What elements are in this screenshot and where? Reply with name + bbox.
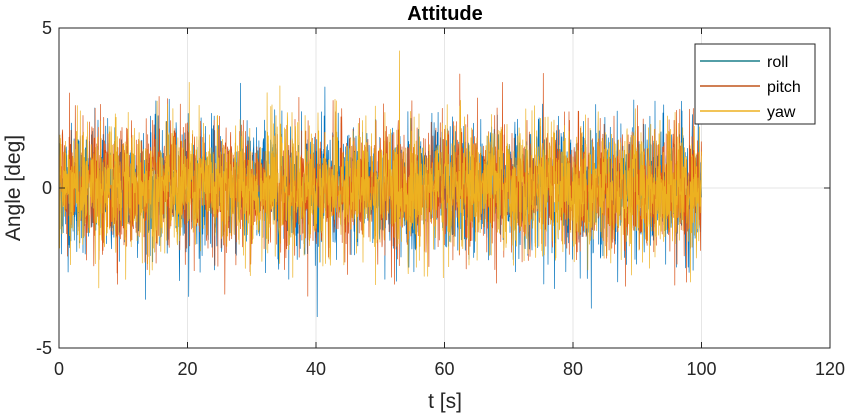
y-tick-label: 0 bbox=[42, 178, 52, 198]
series-lines bbox=[58, 50, 702, 318]
axis-ticks bbox=[58, 27, 831, 349]
y-tick-labels: -5 0 5 bbox=[36, 18, 52, 358]
y-tick-label: -5 bbox=[36, 338, 52, 358]
x-tick-label: 60 bbox=[434, 359, 454, 379]
legend-label-roll: roll bbox=[767, 54, 788, 71]
x-tick-label: 120 bbox=[815, 359, 845, 379]
legend-label-yaw: yaw bbox=[767, 104, 796, 121]
x-tick-label: 20 bbox=[177, 359, 197, 379]
series-line-yaw bbox=[58, 50, 702, 289]
y-axis-label: Angle [deg] bbox=[2, 135, 25, 241]
x-tick-label: 40 bbox=[306, 359, 326, 379]
legend: roll pitch yaw bbox=[694, 43, 816, 125]
x-tick-label: 0 bbox=[54, 359, 64, 379]
chart-title: Attitude bbox=[407, 3, 483, 25]
x-tick-label: 100 bbox=[686, 359, 716, 379]
x-tick-labels: 0 20 40 60 80 100 120 bbox=[54, 359, 845, 379]
x-axis-label: t [s] bbox=[428, 390, 462, 413]
legend-label-pitch: pitch bbox=[767, 79, 801, 96]
y-tick-label: 5 bbox=[42, 18, 52, 38]
x-tick-label: 80 bbox=[563, 359, 583, 379]
